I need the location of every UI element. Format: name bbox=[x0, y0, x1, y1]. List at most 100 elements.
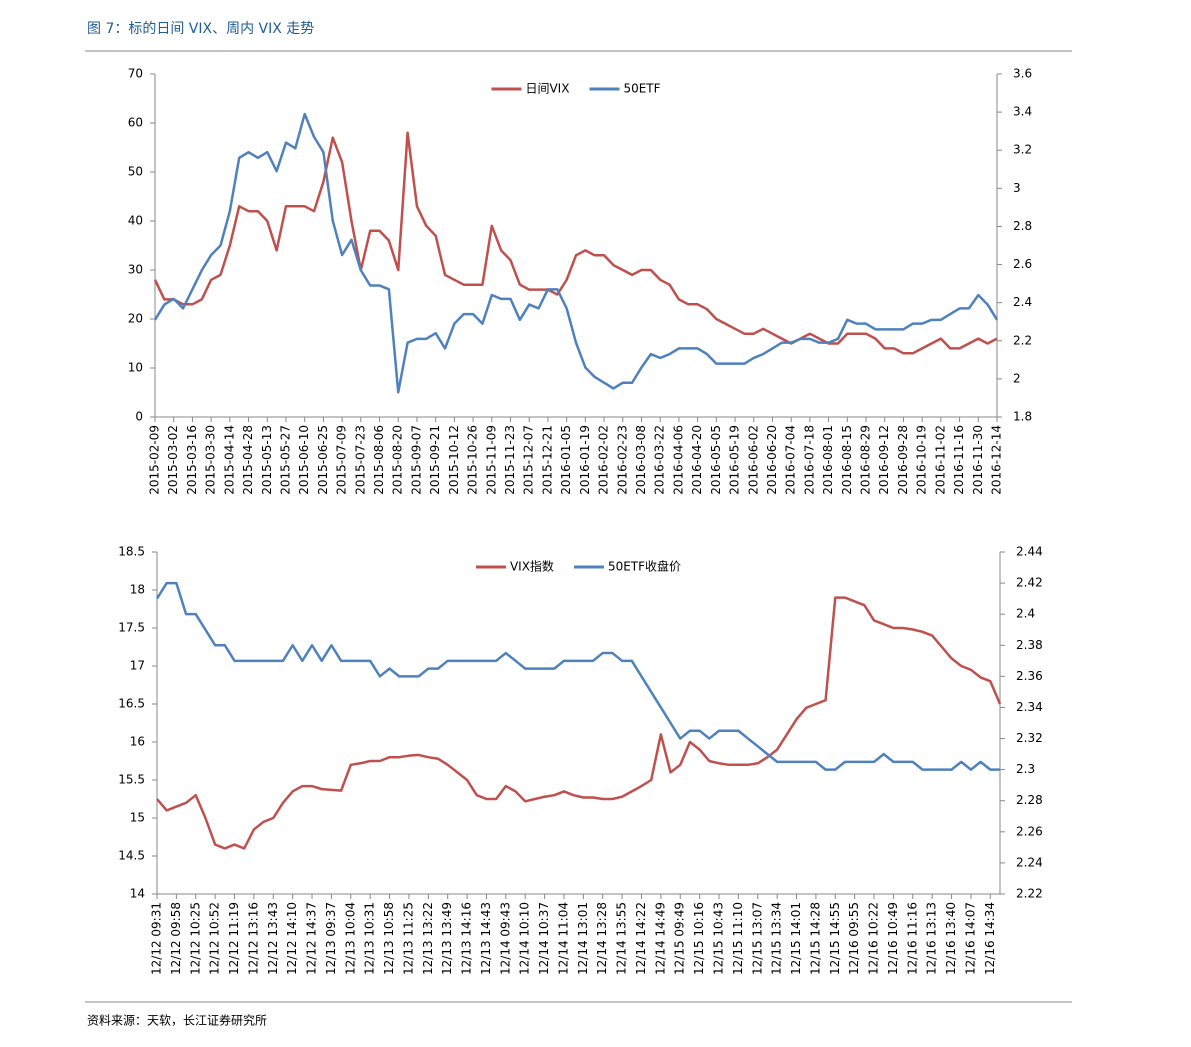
page-title: 图 7：标的日间 VIX、周内 VIX 走势 bbox=[87, 21, 314, 37]
x-tick-label: 2016-10-19 bbox=[915, 425, 929, 495]
y-tick-label: 20 bbox=[128, 312, 143, 326]
y-tick-label: 14 bbox=[130, 887, 145, 901]
x-tick-label: 2015-07-23 bbox=[353, 425, 367, 495]
y2-tick-label: 3.2 bbox=[1013, 143, 1032, 157]
x-tick-label: 12/13 11:25 bbox=[401, 902, 415, 975]
legend-label: 日间VIX bbox=[525, 82, 569, 96]
x-tick-label: 12/15 13:34 bbox=[770, 902, 784, 975]
x-tick-label: 2015-08-20 bbox=[391, 425, 405, 495]
x-tick-label: 2015-03-02 bbox=[166, 425, 180, 495]
x-tick-label: 2016-04-06 bbox=[671, 425, 685, 495]
x-tick-label: 2016-04-20 bbox=[690, 425, 704, 495]
x-tick-label: 12/15 10:43 bbox=[712, 902, 726, 975]
x-tick-label: 2015-05-27 bbox=[278, 425, 292, 495]
x-tick-label: 2015-07-09 bbox=[335, 425, 349, 495]
y2-tick-label: 1.8 bbox=[1013, 410, 1032, 424]
x-tick-label: 2015-04-28 bbox=[241, 425, 255, 495]
y2-tick-label: 2.34 bbox=[1016, 700, 1043, 714]
x-tick-label: 12/12 11:19 bbox=[227, 902, 241, 975]
x-tick-label: 12/14 13:55 bbox=[615, 902, 629, 975]
y-tick-label: 40 bbox=[128, 214, 143, 228]
x-tick-label: 12/14 09:43 bbox=[498, 902, 512, 975]
y-tick-label: 16 bbox=[130, 735, 145, 749]
series-line bbox=[155, 581, 1000, 771]
x-tick-label: 12/13 10:58 bbox=[382, 902, 396, 975]
y-tick-label: 18.5 bbox=[118, 545, 145, 559]
y-tick-label: 15.5 bbox=[118, 773, 145, 787]
x-tick-label: 12/13 14:43 bbox=[479, 902, 493, 975]
x-tick-label: 12/14 10:10 bbox=[518, 902, 532, 975]
x-tick-label: 2015-09-21 bbox=[428, 425, 442, 495]
y2-tick-label: 2.36 bbox=[1016, 669, 1043, 683]
y2-tick-label: 2.32 bbox=[1016, 731, 1043, 745]
legend-label: VIX指数 bbox=[510, 559, 554, 574]
x-tick-label: 12/12 14:10 bbox=[285, 902, 299, 975]
x-tick-label: 12/16 10:49 bbox=[886, 902, 900, 975]
x-tick-label: 12/13 13:22 bbox=[421, 902, 435, 975]
y-tick-label: 50 bbox=[128, 165, 143, 179]
x-tick-label: 12/12 13:16 bbox=[246, 902, 260, 975]
y2-tick-label: 2.26 bbox=[1016, 824, 1043, 838]
series-line bbox=[153, 131, 998, 355]
x-tick-label: 12/15 14:28 bbox=[808, 902, 822, 975]
x-tick-label: 2015-10-12 bbox=[447, 425, 461, 495]
y2-tick-label: 3.6 bbox=[1013, 67, 1032, 81]
y2-tick-label: 2 bbox=[1013, 371, 1021, 385]
x-tick-label: 12/14 11:04 bbox=[556, 902, 570, 975]
y2-tick-label: 2.24 bbox=[1016, 855, 1043, 869]
x-tick-label: 2016-05-19 bbox=[728, 425, 742, 495]
x-tick-label: 12/12 14:37 bbox=[305, 902, 319, 975]
x-tick-label: 12/16 13:40 bbox=[944, 902, 958, 975]
x-tick-label: 2016-11-02 bbox=[933, 425, 947, 495]
x-tick-label: 2015-06-10 bbox=[297, 425, 311, 495]
x-tick-label: 2016-07-04 bbox=[784, 425, 798, 495]
x-tick-label: 2016-11-30 bbox=[971, 425, 985, 495]
x-tick-label: 2015-11-09 bbox=[484, 425, 498, 495]
x-tick-label: 12/12 10:25 bbox=[188, 902, 202, 975]
x-tick-label: 2015-03-16 bbox=[185, 425, 199, 495]
x-tick-label: 2015-03-30 bbox=[204, 425, 218, 495]
x-tick-label: 12/15 14:55 bbox=[828, 902, 842, 975]
x-tick-label: 12/13 10:04 bbox=[343, 902, 357, 975]
y-tick-label: 10 bbox=[128, 361, 143, 375]
x-tick-label: 2016-05-05 bbox=[709, 425, 723, 495]
x-tick-label: 12/16 11:16 bbox=[905, 902, 919, 975]
x-tick-label: 2016-06-20 bbox=[765, 425, 779, 495]
x-tick-label: 12/15 13:07 bbox=[750, 902, 764, 975]
x-tick-label: 2016-06-02 bbox=[746, 425, 760, 495]
x-tick-label: 12/16 14:07 bbox=[963, 902, 977, 975]
series-line bbox=[156, 596, 1002, 850]
x-tick-label: 2016-12-14 bbox=[990, 425, 1004, 495]
x-tick-label: 12/13 09:37 bbox=[324, 902, 338, 975]
y2-tick-label: 2.44 bbox=[1016, 545, 1043, 559]
x-tick-label: 12/16 14:34 bbox=[983, 902, 997, 975]
y2-tick-label: 2.4 bbox=[1016, 607, 1035, 621]
x-tick-label: 2016-03-22 bbox=[653, 425, 667, 495]
x-tick-label: 2016-09-12 bbox=[877, 425, 891, 495]
y-tick-label: 0 bbox=[135, 410, 143, 424]
y2-tick-label: 2.2 bbox=[1013, 333, 1032, 347]
y2-tick-label: 2.6 bbox=[1013, 257, 1032, 271]
y-tick-label: 15 bbox=[130, 811, 145, 825]
x-tick-label: 2015-12-21 bbox=[540, 425, 554, 495]
source-note: 资料来源：天软，长江证券研究所 bbox=[87, 1013, 267, 1028]
x-tick-label: 12/14 10:37 bbox=[537, 902, 551, 975]
x-tick-label: 12/14 13:28 bbox=[595, 902, 609, 975]
x-tick-label: 2016-08-15 bbox=[840, 425, 854, 495]
x-tick-label: 2016-08-29 bbox=[859, 425, 873, 495]
y-tick-label: 17.5 bbox=[118, 621, 145, 635]
x-tick-label: 2016-01-05 bbox=[559, 425, 573, 495]
x-tick-label: 2016-01-19 bbox=[578, 425, 592, 495]
x-tick-label: 12/13 10:31 bbox=[363, 902, 377, 975]
y-tick-label: 17 bbox=[130, 659, 145, 673]
x-tick-label: 2016-02-23 bbox=[615, 425, 629, 495]
x-tick-label: 12/13 14:16 bbox=[460, 902, 474, 975]
legend-label: 50ETF收盘价 bbox=[608, 559, 681, 574]
x-tick-label: 12/12 09:31 bbox=[150, 902, 164, 975]
x-tick-label: 12/16 13:13 bbox=[925, 902, 939, 975]
x-tick-label: 12/14 13:01 bbox=[576, 902, 590, 975]
y2-tick-label: 2.22 bbox=[1016, 887, 1043, 901]
x-tick-label: 12/15 09:49 bbox=[673, 902, 687, 975]
x-tick-label: 12/15 11:10 bbox=[731, 902, 745, 975]
